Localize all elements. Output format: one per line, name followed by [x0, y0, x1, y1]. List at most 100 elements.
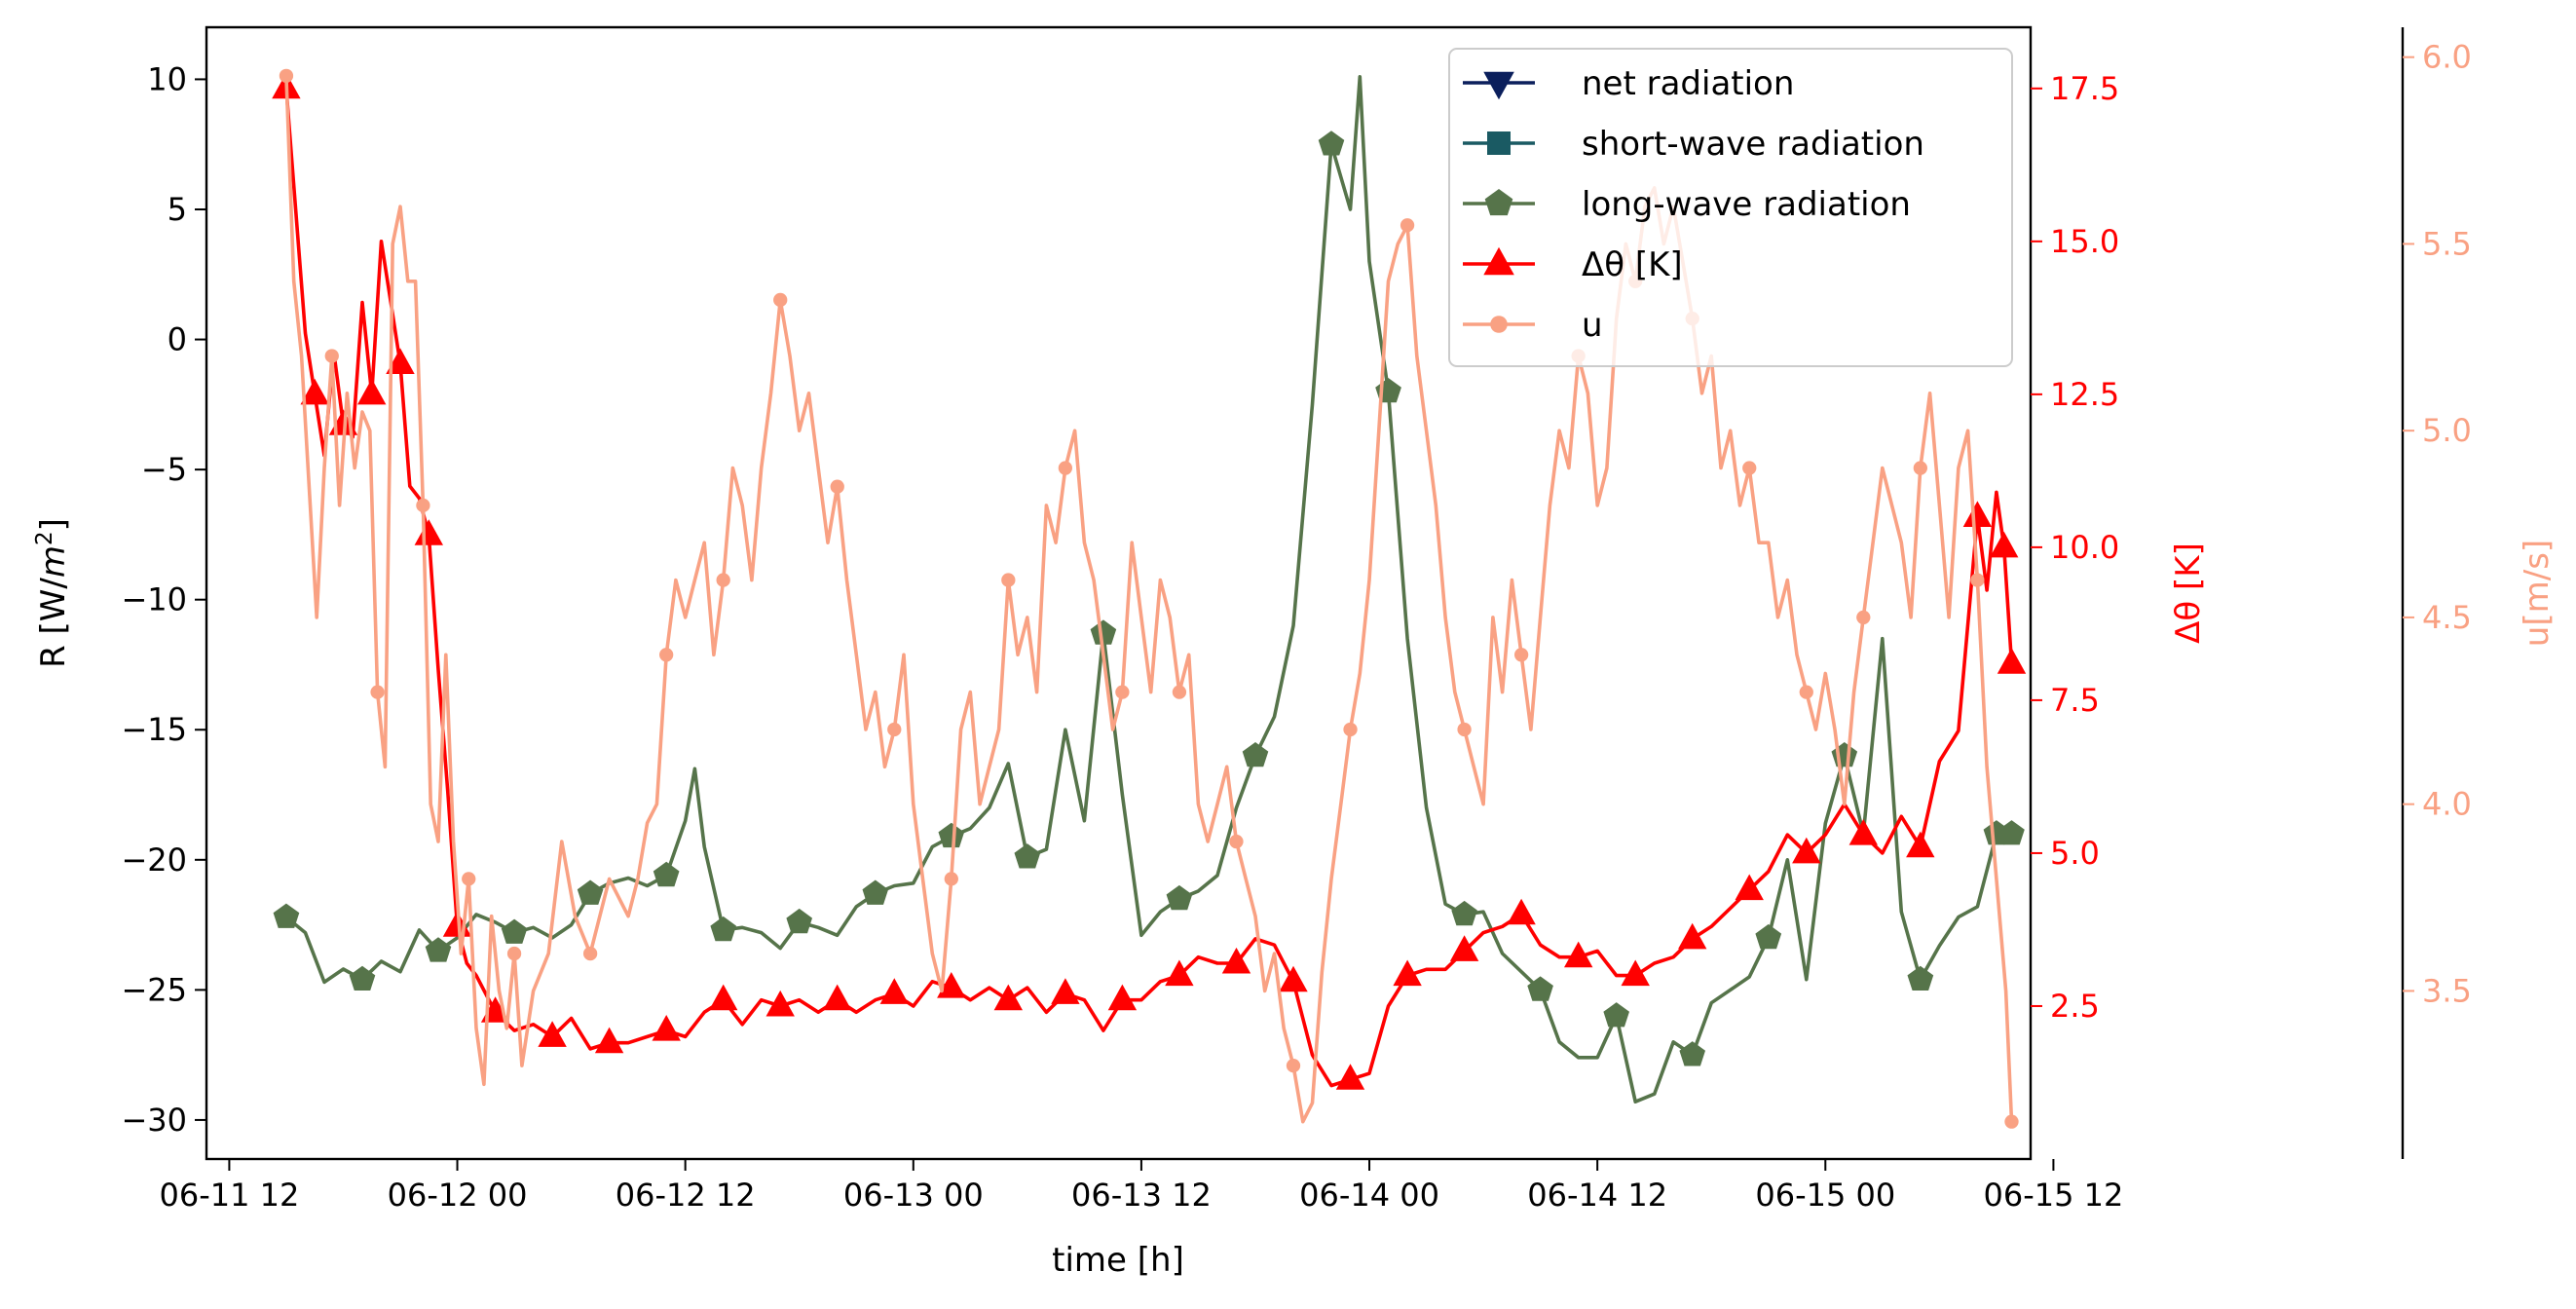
data-point — [1107, 984, 1138, 1011]
right2-tick-label: 5.0 — [2422, 412, 2472, 449]
data-point — [765, 990, 795, 1017]
data-point — [887, 722, 902, 737]
data-point — [1856, 610, 1871, 625]
data-point — [659, 648, 674, 662]
x-tick-label: 06-15 00 — [1755, 1177, 1895, 1214]
data-point — [653, 861, 680, 887]
data-point — [1221, 947, 1251, 974]
data-point — [1507, 898, 1536, 925]
data-point — [773, 292, 788, 308]
series-long-wave-radiation — [273, 75, 2025, 1103]
right2-tick-label: 6.0 — [2422, 39, 2472, 76]
right1-tick-label: 10.0 — [2050, 529, 2119, 566]
legend-marker — [1487, 131, 1511, 155]
data-point — [937, 972, 966, 998]
data-point — [1906, 831, 1935, 858]
right1-tick-label: 7.5 — [2050, 682, 2100, 719]
data-point — [1058, 461, 1073, 475]
left-tick-label: −20 — [121, 842, 187, 879]
data-point — [2004, 1114, 2019, 1129]
data-point — [1970, 573, 1985, 587]
data-point — [1115, 685, 1130, 699]
data-point — [1990, 531, 2019, 558]
left-axis-label-sup: 2 — [32, 531, 57, 545]
right2-tick-label: 4.0 — [2422, 786, 2472, 823]
data-point — [1621, 959, 1650, 987]
data-point — [577, 879, 604, 905]
data-point — [1457, 722, 1472, 737]
x-tick-label: 06-12 00 — [388, 1177, 528, 1214]
left-axis-label: R [W/m2] — [32, 518, 73, 668]
x-tick-label: 06-14 12 — [1527, 1177, 1667, 1214]
data-point — [1792, 837, 1821, 864]
data-point — [1679, 1041, 1705, 1066]
data-point — [1603, 1002, 1629, 1028]
left-tick-label: 5 — [168, 191, 187, 228]
x-tick-label: 06-12 12 — [616, 1177, 756, 1214]
series--k- — [272, 72, 2027, 1090]
data-point — [938, 822, 965, 848]
data-point — [501, 918, 528, 944]
right2-tick-label: 4.5 — [2422, 599, 2472, 636]
data-point — [538, 1021, 567, 1047]
right2-tick-label: 3.5 — [2422, 972, 2472, 1009]
data-point — [582, 946, 598, 961]
data-point — [1014, 843, 1041, 869]
legend-label: short-wave radiation — [1582, 125, 1924, 164]
data-point — [1001, 573, 1016, 587]
left-tick-label: 10 — [147, 60, 187, 97]
data-point — [1907, 965, 1934, 991]
data-point — [652, 1015, 681, 1041]
right1-tick-label: 5.0 — [2050, 835, 2100, 872]
data-point — [506, 946, 522, 961]
series-line — [284, 75, 2012, 1103]
left-tick-label: −5 — [141, 451, 187, 488]
legend-label: long-wave radiation — [1582, 185, 1911, 224]
data-point — [1242, 742, 1269, 767]
right1-tick-label: 12.5 — [2050, 376, 2119, 413]
right1-tick-label: 15.0 — [2050, 223, 2119, 260]
data-point — [370, 685, 385, 699]
data-point — [416, 498, 430, 513]
data-point — [709, 984, 738, 1011]
data-point — [879, 978, 909, 1004]
data-point — [300, 378, 329, 405]
data-point — [1997, 648, 2027, 674]
series-layer — [272, 68, 2027, 1129]
data-point — [279, 68, 294, 84]
data-point — [1527, 976, 1553, 1001]
data-point — [862, 879, 889, 905]
data-point — [1755, 923, 1782, 950]
right2-tick-label: 5.5 — [2422, 225, 2472, 262]
data-point — [425, 937, 452, 962]
legend-box — [1448, 48, 2013, 367]
right1-tick-label: 2.5 — [2050, 988, 2100, 1025]
series-line — [284, 75, 2014, 1124]
x-tick-label: 06-15 12 — [1983, 1177, 2123, 1214]
data-point — [349, 965, 376, 991]
legend: net radiation short-wave radiation long-wa… — [1448, 48, 2013, 367]
left-axis-label-main: R [W/ — [34, 578, 73, 668]
legend-marker — [1483, 246, 1514, 276]
x-axis-label: time [h] — [1052, 1241, 1184, 1280]
data-point — [1678, 922, 1707, 950]
x-tick-label: 06-13 12 — [1071, 1177, 1212, 1214]
data-point — [830, 479, 844, 494]
data-point — [414, 519, 443, 545]
data-point — [1343, 722, 1358, 737]
x-tick-label: 06-11 12 — [159, 1177, 299, 1214]
left-tick-label: −25 — [121, 971, 187, 1008]
x-tick-label: 06-14 00 — [1299, 1177, 1439, 1214]
data-point — [1742, 461, 1757, 475]
legend-label: u — [1582, 306, 1603, 345]
data-point — [1913, 461, 1927, 475]
data-point — [324, 349, 339, 363]
data-point — [386, 348, 415, 374]
data-point — [1090, 619, 1117, 645]
right1-axis-label: Δθ [K] — [2169, 542, 2208, 644]
data-point — [1229, 834, 1244, 849]
legend-marker — [1490, 316, 1508, 333]
data-point — [1400, 218, 1415, 233]
left-axis-label-unit: m — [34, 545, 73, 578]
